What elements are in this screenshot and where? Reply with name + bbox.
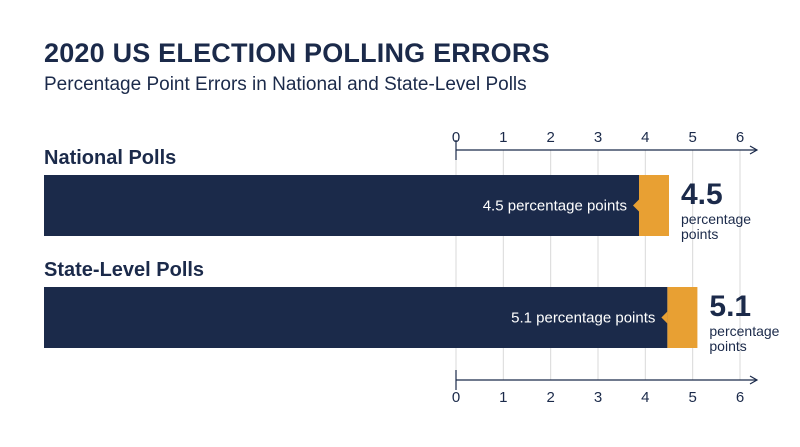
tick-label: 3 [594,389,602,406]
tick-label: 6 [736,129,744,146]
tick-label: 4 [641,129,649,146]
tick-label: 6 [736,389,744,406]
axis-arrow-icon [749,145,759,155]
pointer-icon [661,311,668,324]
chart-subtitle: Percentage Point Errors in National and … [44,74,527,95]
bar-accent [667,287,698,348]
callout-unit-line1: percentage [709,323,779,339]
tick-label: 2 [546,129,554,146]
tick-label: 0 [452,129,460,146]
bar [44,175,639,236]
category-label: National Polls [44,147,176,169]
chart-title: 2020 US ELECTION POLLING ERRORS [44,38,550,68]
tick-label: 1 [499,129,507,146]
data-label: 5.1 percentage points [511,310,655,327]
tick-label: 4 [641,389,649,406]
callout-value: 5.1 [709,290,751,323]
bar [44,287,668,348]
tick-label: 2 [546,389,554,406]
pointer-icon [633,199,639,212]
tick-label: 5 [688,389,696,406]
callout-unit-line2: points [709,338,746,354]
callout-value: 4.5 [681,178,723,211]
tick-label: 1 [499,389,507,406]
tick-label: 5 [688,129,696,146]
data-label: 4.5 percentage points [483,198,627,215]
bar-accent [639,175,669,236]
tick-label: 0 [452,389,460,406]
axis-arrow-icon [749,375,759,385]
callout-unit-line2: points [681,226,718,242]
callout-unit-line1: percentage [681,211,751,227]
tick-label: 3 [594,129,602,146]
category-label: State-Level Polls [44,259,204,281]
